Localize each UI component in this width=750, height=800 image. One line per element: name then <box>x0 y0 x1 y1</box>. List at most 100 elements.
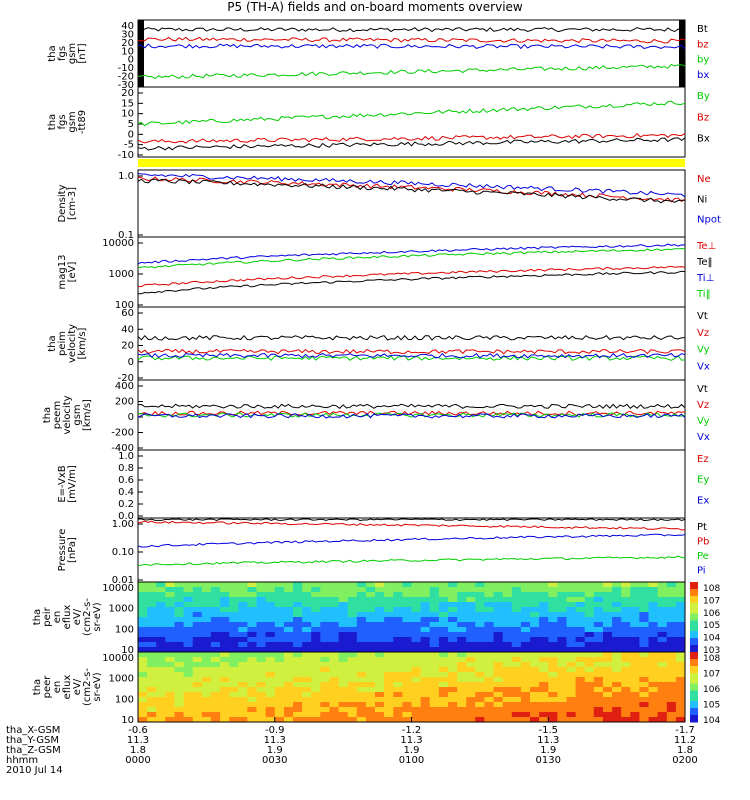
p9-cell <box>138 592 148 598</box>
p10-cell <box>210 672 221 678</box>
p9-cell <box>365 607 376 613</box>
p7-tick-label: 0.0 <box>118 511 134 522</box>
p10-cell <box>138 652 148 658</box>
p9-cell <box>429 602 440 608</box>
p10-cell <box>256 657 267 663</box>
p10-cell <box>502 657 513 663</box>
p10-cell <box>429 707 440 713</box>
p10-cell <box>657 677 668 683</box>
p10-cell <box>274 692 285 698</box>
p9-cell <box>557 602 567 608</box>
p9-cell <box>156 642 166 648</box>
p10-cell <box>256 692 267 698</box>
p6-tick-label: 400 <box>115 381 134 392</box>
p9-cell <box>329 602 340 608</box>
p10-cell <box>566 707 577 713</box>
p10-cell <box>411 687 422 693</box>
p9-cell <box>402 612 412 618</box>
p9-cell <box>584 587 595 593</box>
p10-cell <box>484 672 494 678</box>
p10-cell <box>365 677 376 683</box>
p9-cell <box>666 642 677 648</box>
p9-cell <box>356 627 367 633</box>
p10-cell <box>183 717 194 723</box>
p10-cell <box>438 657 449 663</box>
p10-cell <box>548 672 558 678</box>
p9-cell <box>584 607 595 613</box>
p9-cell <box>511 647 522 653</box>
p9-cell <box>165 592 175 598</box>
p10-cell <box>539 672 549 678</box>
p10-cell <box>621 672 631 678</box>
p9-cell <box>238 627 248 633</box>
p9-cell <box>612 632 622 638</box>
p10-cell <box>575 667 586 673</box>
p10-cell <box>466 692 476 698</box>
p9-cell <box>183 582 194 588</box>
p9-cell <box>648 582 659 588</box>
p10-cell <box>612 702 622 708</box>
p9-cell <box>411 587 422 593</box>
p9-cell <box>356 582 367 588</box>
p10-cell <box>210 667 221 673</box>
p9-cell <box>539 647 549 653</box>
p9-cell <box>293 607 303 613</box>
p9-cell <box>448 582 458 588</box>
p10-cell <box>229 657 239 663</box>
p10-cell <box>420 692 431 698</box>
p9-cell <box>448 642 458 648</box>
p9-cell <box>457 582 467 588</box>
p9-cell <box>639 627 649 633</box>
p9-cell <box>557 622 567 628</box>
p10-ylabel: peer <box>42 675 53 699</box>
p10-cell <box>393 672 403 678</box>
p9-cell <box>657 612 668 618</box>
p9-cell <box>201 602 212 608</box>
p9-cell <box>630 592 640 598</box>
p1-tick-label: 20 <box>121 38 134 49</box>
p9-cell <box>302 627 312 633</box>
p10-colorbar-seg <box>690 669 698 674</box>
p9-cell <box>375 632 385 638</box>
p10-cell <box>639 662 649 668</box>
p10-cell <box>530 662 540 668</box>
p10-cell <box>365 662 376 668</box>
p10-cell <box>593 697 604 703</box>
p10-cell <box>402 697 412 703</box>
p10-cell <box>238 707 248 713</box>
p10-cell <box>238 697 248 703</box>
p9-cell <box>356 637 367 643</box>
p9-cell <box>274 632 285 638</box>
p9-cell <box>603 602 613 608</box>
p6-series-Vt <box>137 403 686 409</box>
p10-cell <box>156 652 166 658</box>
p10-cell <box>448 662 458 668</box>
p9-cell <box>484 627 494 633</box>
p8-legend-Pe: Pe <box>697 551 709 562</box>
p9-cell <box>666 602 677 608</box>
p9-cell <box>411 642 422 648</box>
p9-cell <box>183 627 194 633</box>
p9-cell <box>639 622 649 628</box>
p9-cell <box>402 602 412 608</box>
p9-cell <box>484 617 494 623</box>
p2-series-By <box>137 100 686 127</box>
p9-colorbar-seg <box>690 599 698 604</box>
p10-cell <box>256 672 267 678</box>
p9-cell <box>411 617 422 623</box>
p9-cell <box>329 597 340 603</box>
p9-cell <box>329 632 340 638</box>
p9-cell <box>210 582 221 588</box>
p9-cell <box>393 647 403 653</box>
p3-series-Npot <box>137 172 686 198</box>
p9-cell <box>274 617 285 623</box>
p9-cell <box>420 607 431 613</box>
p9-cell <box>283 637 294 643</box>
p10-cell <box>402 712 412 718</box>
p9-cell <box>657 582 668 588</box>
p8-series-Pt <box>138 518 686 522</box>
p9-cell <box>621 642 631 648</box>
p10-cell <box>311 697 321 703</box>
p9-cell <box>429 592 440 598</box>
p9-cell <box>438 602 449 608</box>
